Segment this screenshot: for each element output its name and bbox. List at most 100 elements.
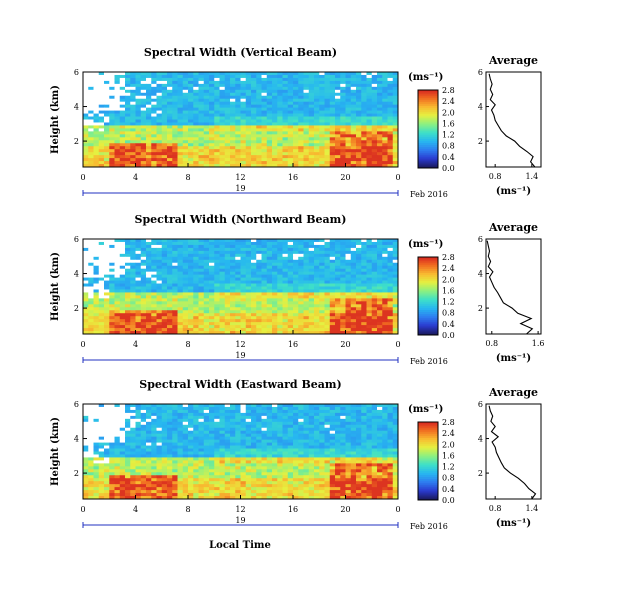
heatmap-cell (298, 74, 304, 79)
heatmap-cell (140, 406, 147, 411)
heatmap-cell (172, 262, 178, 267)
heatmap-cell (272, 418, 278, 423)
heatmap-cell (161, 155, 168, 159)
heatmap-cell (261, 424, 268, 429)
heatmap-cell (193, 280, 199, 284)
heatmap-cell (277, 250, 283, 255)
heatmap-cell (340, 404, 346, 408)
heatmap-cell (314, 304, 320, 308)
heatmap-cell (361, 448, 367, 452)
heatmap-cell (182, 256, 189, 261)
heatmap-cell (245, 146, 252, 150)
heatmap-cell (172, 307, 178, 311)
heatmap-cell (366, 295, 373, 299)
heatmap-cell (293, 280, 299, 284)
heatmap-cell (272, 424, 278, 429)
heatmap-cell (340, 152, 346, 156)
heatmap-cell (209, 289, 215, 293)
heatmap-cell (224, 280, 231, 284)
heatmap-cell (345, 119, 352, 123)
heatmap-cell (272, 95, 278, 100)
heatmap-cell (308, 421, 315, 426)
heatmap-cell (104, 289, 110, 293)
heatmap-cell (119, 134, 126, 138)
heatmap-cell (193, 146, 199, 150)
heatmap-cell (109, 439, 115, 443)
heatmap-cell (193, 80, 199, 85)
heatmap-cell (392, 331, 399, 335)
heatmap-cell (114, 74, 121, 79)
x-tick-label: 0 (80, 340, 85, 349)
heatmap-cell (203, 304, 210, 308)
heatmap-cell (282, 283, 289, 287)
heatmap-cell (188, 250, 194, 255)
heatmap-cell (104, 268, 110, 273)
heatmap-cell (387, 325, 394, 329)
heatmap-cell (119, 404, 126, 408)
heatmap-cell (282, 140, 289, 144)
heatmap-cell (272, 125, 278, 129)
heatmap-cell (261, 331, 268, 335)
heatmap-cell (272, 295, 278, 299)
heatmap-cell (314, 313, 320, 317)
heatmap-cell (167, 433, 173, 438)
heatmap-cell (151, 427, 157, 432)
heatmap-cell (277, 424, 283, 429)
heatmap-cell (251, 92, 257, 97)
heatmap-cell (130, 259, 136, 264)
heatmap-cell (88, 155, 94, 159)
heatmap-cell (214, 244, 220, 249)
heatmap-cell (209, 137, 215, 141)
heatmap-cell (245, 319, 252, 323)
colorbar-swatch (418, 130, 438, 134)
heatmap-cell (377, 241, 383, 246)
heatmap-cell (298, 247, 304, 252)
heatmap-cell (308, 313, 315, 317)
heatmap-cell (361, 310, 367, 314)
heatmap-cell (182, 316, 189, 320)
heatmap-cell (256, 404, 262, 408)
colorbar-swatch (418, 325, 438, 328)
heatmap-cell (182, 298, 189, 302)
heatmap-cell (214, 292, 220, 296)
heatmap-cell (224, 125, 231, 129)
heatmap-cell (167, 122, 173, 126)
heatmap-cell (182, 110, 189, 114)
heatmap-cell (382, 77, 388, 82)
heatmap-cell (98, 322, 105, 326)
heatmap-cell (340, 140, 346, 144)
heatmap-cell (324, 310, 331, 314)
heatmap-cell (240, 445, 247, 449)
heatmap-cell (161, 83, 168, 88)
heatmap-cell (387, 146, 394, 150)
heatmap-cell (293, 316, 299, 320)
heatmap-cell (156, 328, 163, 332)
heatmap-cell (130, 250, 136, 255)
heatmap-cell (251, 72, 257, 76)
heatmap-cell (135, 331, 142, 335)
heatmap-cell (93, 316, 100, 320)
heatmap-cell (203, 439, 210, 443)
heatmap-cell (161, 86, 168, 91)
heatmap-cell (335, 86, 341, 91)
heatmap-cell (219, 448, 226, 452)
heatmap-cell (282, 77, 289, 82)
heatmap-cell (261, 131, 268, 135)
heatmap-cell (109, 331, 115, 335)
heatmap-cell (335, 143, 341, 147)
colorbar-swatch (418, 148, 438, 151)
heatmap-cell (130, 304, 136, 308)
heatmap-cell (193, 239, 199, 243)
heatmap-cell (340, 86, 346, 91)
heatmap-cell (214, 271, 220, 276)
heatmap-cell (230, 259, 236, 264)
heatmap-cell (319, 283, 325, 287)
heatmap-cell (161, 113, 168, 117)
heatmap-cell (130, 427, 136, 432)
heatmap-cell (251, 445, 257, 449)
heatmap-cell (361, 83, 367, 88)
heatmap-cell (161, 104, 168, 109)
heatmap-cell (114, 430, 121, 435)
heatmap-cell (287, 259, 294, 264)
heatmap-cell (156, 301, 163, 305)
